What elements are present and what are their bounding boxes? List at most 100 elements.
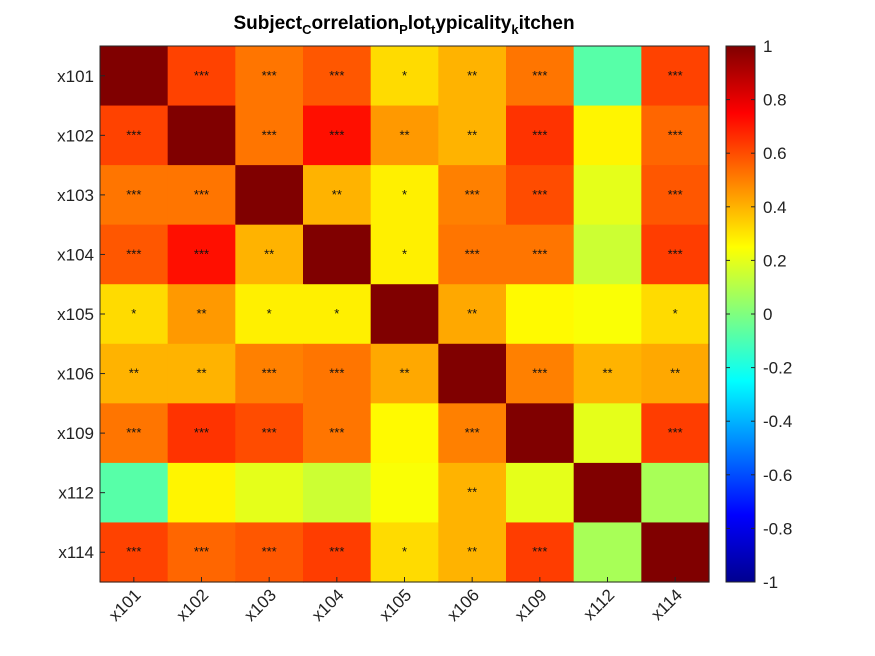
heatmap-cell-x102-x106 (438, 105, 507, 166)
heatmap-cell-x103-x105 (370, 165, 439, 226)
heatmap-cell-x106-x105 (370, 343, 439, 404)
heatmap-cell-x101-x102 (167, 46, 236, 107)
heatmap-cell-x103-x106 (438, 165, 507, 226)
significance-label: *** (668, 127, 683, 142)
colorbar-tick-label: 0 (763, 305, 772, 324)
x-tick-label: x101 (105, 585, 145, 625)
significance-label: * (334, 306, 339, 321)
heatmap-cell-x114-x102 (167, 522, 236, 583)
heatmap-cell-x114-x106 (438, 522, 507, 583)
y-tick-label: x114 (58, 543, 94, 562)
heatmap-cell-x101-x106 (438, 46, 507, 107)
colorbar-tick-label: 0.8 (763, 91, 787, 110)
significance-label: ** (467, 306, 477, 321)
significance-label: * (402, 246, 407, 261)
heatmap-cell-x106-x102 (167, 343, 236, 404)
heatmap-cell-x114-x114 (641, 522, 710, 583)
significance-label: *** (532, 366, 547, 381)
significance-label: *** (465, 246, 480, 261)
significance-label: *** (668, 68, 683, 83)
y-axis-ticks: x101 x102 x103 x104 x105 x106 x109 x112 x114 (57, 67, 105, 562)
significance-label: *** (126, 127, 141, 142)
heatmap-cell-x102-x104 (303, 105, 372, 166)
x-tick-label: x102 (173, 585, 213, 625)
significance-label: ** (467, 68, 477, 83)
heatmap-cell-x103-x103 (235, 165, 304, 226)
heatmap-cell-x102-x109 (506, 105, 575, 166)
heatmap-cell-x104-x103 (235, 224, 304, 285)
significance-label: *** (329, 68, 344, 83)
heatmap-cell-x101-x112 (573, 46, 642, 107)
x-tick-label: x105 (376, 585, 416, 625)
heatmap-cell-x105-x102 (167, 284, 236, 345)
heatmap-cell-x104-x101 (100, 224, 169, 285)
colorbar (725, 45, 756, 583)
colorbar-tick-label: 0.2 (763, 251, 787, 270)
heatmap-cell-x105-x104 (303, 284, 372, 345)
significance-label: *** (532, 246, 547, 261)
significance-label: * (402, 68, 407, 83)
significance-label: ** (467, 127, 477, 142)
significance-label: * (131, 306, 136, 321)
heatmap-cell-x106-x109 (506, 343, 575, 404)
heatmap-cell-x105-x103 (235, 284, 304, 345)
heatmap-cell-x105-x106 (438, 284, 507, 345)
x-tick-label: x104 (308, 585, 348, 625)
significance-label: *** (262, 544, 277, 559)
significance-label: *** (668, 246, 683, 261)
heatmap-cell-x114-x112 (573, 522, 642, 583)
significance-label: ** (129, 366, 139, 381)
significance-label: *** (194, 425, 209, 440)
heatmap-cell-x101-x109 (506, 46, 575, 107)
heatmap-cell-x109-x103 (235, 403, 304, 464)
heatmap-cell-x102-x114 (641, 105, 710, 166)
y-tick-label: x106 (57, 365, 94, 384)
x-tick-label: x109 (511, 585, 551, 625)
heatmap-cell-x112-x102 (167, 462, 236, 524)
significance-label: ** (467, 544, 477, 559)
y-tick-label: x109 (57, 424, 94, 443)
significance-label: * (402, 544, 407, 559)
significance-label: *** (329, 366, 344, 381)
x-axis-ticks: x101 x102 x103 x104 x105 x106 x109 x112 x114 (105, 577, 686, 625)
significance-label: ** (670, 366, 680, 381)
significance-label: *** (262, 127, 277, 142)
colorbar-tick-label: -0.2 (763, 359, 792, 378)
heatmap-cell-x112-x104 (303, 462, 372, 524)
heatmap-cell-x101-x105 (370, 46, 439, 107)
heatmap-cell-x109-x102 (167, 403, 236, 464)
significance-label: *** (126, 425, 141, 440)
significance-label: *** (465, 187, 480, 202)
significance-label: *** (668, 187, 683, 202)
heatmap-cell-x104-x112 (573, 224, 642, 285)
heatmap-cell-x106-x104 (303, 343, 372, 404)
heatmap-cell-x114-x104 (303, 522, 372, 583)
heatmap-cell-x106-x103 (235, 343, 304, 404)
heatmap-cell-x112-x101 (100, 462, 169, 524)
heatmap-cell-x106-x101 (100, 343, 169, 404)
heatmap-cell-x114-x103 (235, 522, 304, 583)
heatmap-cell-x103-x102 (167, 165, 236, 226)
significance-label: *** (262, 425, 277, 440)
heatmap-cell-x104-x102 (167, 224, 236, 285)
heatmap-cell-x106-x106 (438, 343, 507, 404)
heatmap-cell-x114-x105 (370, 522, 439, 583)
significance-label: *** (532, 544, 547, 559)
heatmap-cell-x104-x106 (438, 224, 507, 285)
colorbar-tick-label: -0.8 (763, 519, 792, 538)
significance-label: ** (467, 485, 477, 500)
heatmap-cell-x105-x114 (641, 284, 710, 345)
significance-label: *** (532, 68, 547, 83)
heatmap-cell-x105-x105 (370, 284, 439, 345)
significance-label: *** (194, 246, 209, 261)
heatmap-cell-x109-x105 (370, 403, 439, 464)
heatmap-cell-x101-x101 (100, 46, 169, 107)
significance-label: ** (264, 246, 274, 261)
heatmap-cell-x109-x101 (100, 403, 169, 464)
heatmap-cell-x112-x109 (506, 462, 575, 524)
heatmap-cell-x102-x112 (573, 105, 642, 166)
heatmap-cell-x103-x112 (573, 165, 642, 226)
significance-label: *** (126, 544, 141, 559)
significance-label: *** (329, 425, 344, 440)
